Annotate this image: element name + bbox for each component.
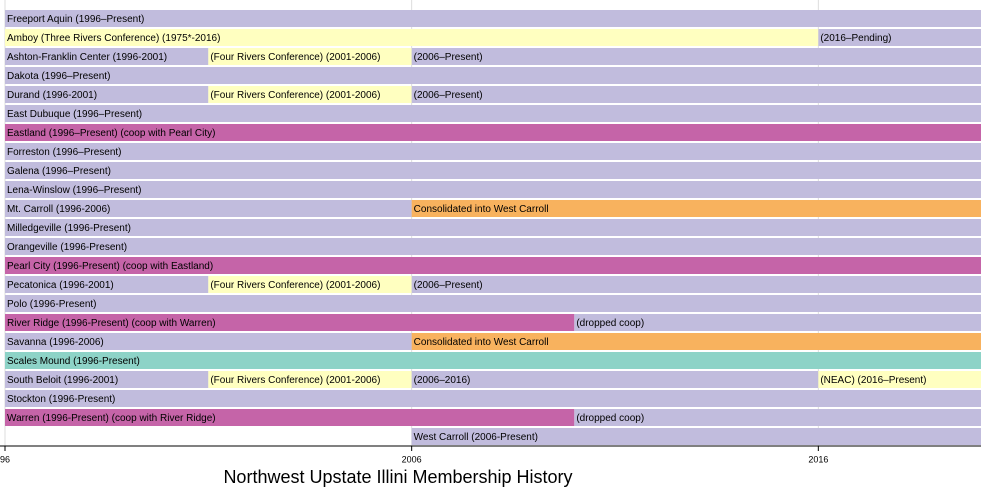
x-tick-label: 2016 bbox=[808, 454, 828, 464]
bar-segment bbox=[411, 371, 819, 388]
bar-segment bbox=[208, 276, 412, 293]
segment-label: Savanna (1996-2006) bbox=[7, 337, 104, 348]
segment-label: Scales Mound (1996-Present) bbox=[7, 356, 140, 367]
segment-label: Durand (1996-2001) bbox=[7, 90, 97, 101]
segment-label: (2016–Pending) bbox=[820, 33, 891, 44]
bar-segment bbox=[5, 257, 981, 274]
x-tick-label: 2006 bbox=[402, 454, 422, 464]
segment-label: (Four Rivers Conference) (2001-2006) bbox=[210, 90, 380, 101]
bar-segment bbox=[818, 29, 981, 46]
bar-segment bbox=[818, 371, 981, 388]
segment-label: Pearl City (1996-Present) (coop with Eas… bbox=[7, 261, 213, 272]
segment-label: (NEAC) (2016–Present) bbox=[820, 375, 926, 386]
segment-label: Polo (1996-Present) bbox=[7, 299, 97, 310]
bar-segment bbox=[574, 409, 981, 426]
segment-label: (dropped coop) bbox=[576, 318, 644, 329]
segment-label: Orangeville (1996-Present) bbox=[7, 242, 127, 253]
segment-label: East Dubuque (1996–Present) bbox=[7, 109, 142, 120]
segment-label: South Beloit (1996-2001) bbox=[7, 375, 118, 386]
segment-label: Ashton-Franklin Center (1996-2001) bbox=[7, 52, 167, 63]
segment-label: (dropped coop) bbox=[576, 413, 644, 424]
bar-segment bbox=[5, 124, 981, 141]
bar-segment bbox=[5, 200, 412, 217]
bar-segment bbox=[574, 314, 981, 331]
bar-segment bbox=[5, 352, 981, 369]
bar-segment bbox=[5, 314, 575, 331]
segment-label: (2006–Present) bbox=[414, 90, 483, 101]
bar-segment bbox=[5, 181, 981, 198]
bar-segment bbox=[411, 276, 982, 293]
segment-label: (2006–2016) bbox=[414, 375, 471, 386]
bar-segment bbox=[5, 29, 819, 46]
bar-segment bbox=[5, 371, 209, 388]
segment-label: (2006–Present) bbox=[414, 52, 483, 63]
bar-segment bbox=[5, 333, 412, 350]
segment-label: Eastland (1996–Present) (coop with Pearl… bbox=[7, 128, 215, 139]
x-tick-label: 96 bbox=[0, 454, 10, 464]
segment-label: Consolidated into West Carroll bbox=[414, 204, 549, 215]
segment-label: Consolidated into West Carroll bbox=[414, 337, 549, 348]
chart-title: Northwest Upstate Illini Membership Hist… bbox=[223, 467, 572, 487]
bar-segment bbox=[5, 105, 981, 122]
segment-label: Milledgeville (1996-Present) bbox=[7, 223, 131, 234]
bar-segment bbox=[5, 48, 209, 65]
segment-label: (Four Rivers Conference) (2001-2006) bbox=[210, 280, 380, 291]
segment-label: Lena-Winslow (1996–Present) bbox=[7, 185, 142, 196]
bar-segment bbox=[5, 10, 981, 27]
bar-segment bbox=[411, 86, 982, 103]
bar-segment bbox=[411, 428, 982, 445]
bar-segment bbox=[5, 86, 209, 103]
bar-segment bbox=[5, 276, 209, 293]
segment-label: Galena (1996–Present) bbox=[7, 166, 111, 177]
segment-label: (2006–Present) bbox=[414, 280, 483, 291]
bar-segment bbox=[208, 48, 412, 65]
bar-segment bbox=[5, 295, 981, 312]
bar-segment bbox=[5, 67, 981, 84]
bar-segment bbox=[5, 143, 981, 160]
bar-segment bbox=[411, 200, 982, 217]
segment-label: Dakota (1996–Present) bbox=[7, 71, 110, 82]
bar-segment bbox=[411, 333, 982, 350]
segment-label: (Four Rivers Conference) (2001-2006) bbox=[210, 375, 380, 386]
segment-label: Freeport Aquin (1996–Present) bbox=[7, 14, 144, 25]
bar-segment bbox=[208, 86, 412, 103]
segment-label: Pecatonica (1996-2001) bbox=[7, 280, 114, 291]
segment-label: West Carroll (2006-Present) bbox=[414, 432, 538, 443]
bar-segment bbox=[5, 162, 981, 179]
bar-segment bbox=[5, 409, 575, 426]
bar-segment bbox=[5, 238, 981, 255]
segment-label: (Four Rivers Conference) (2001-2006) bbox=[210, 52, 380, 63]
segment-label: River Ridge (1996-Present) (coop with Wa… bbox=[7, 318, 216, 329]
bar-segment bbox=[5, 390, 981, 407]
segment-label: Amboy (Three Rivers Conference) (1975*-2… bbox=[7, 33, 220, 44]
bar-segment bbox=[5, 219, 981, 236]
segment-label: Forreston (1996–Present) bbox=[7, 147, 122, 158]
segment-label: Stockton (1996-Present) bbox=[7, 394, 115, 405]
segment-label: Warren (1996-Present) (coop with River R… bbox=[7, 413, 216, 424]
segment-label: Mt. Carroll (1996-2006) bbox=[7, 204, 110, 215]
bar-segment bbox=[208, 371, 412, 388]
bar-segment bbox=[411, 48, 982, 65]
